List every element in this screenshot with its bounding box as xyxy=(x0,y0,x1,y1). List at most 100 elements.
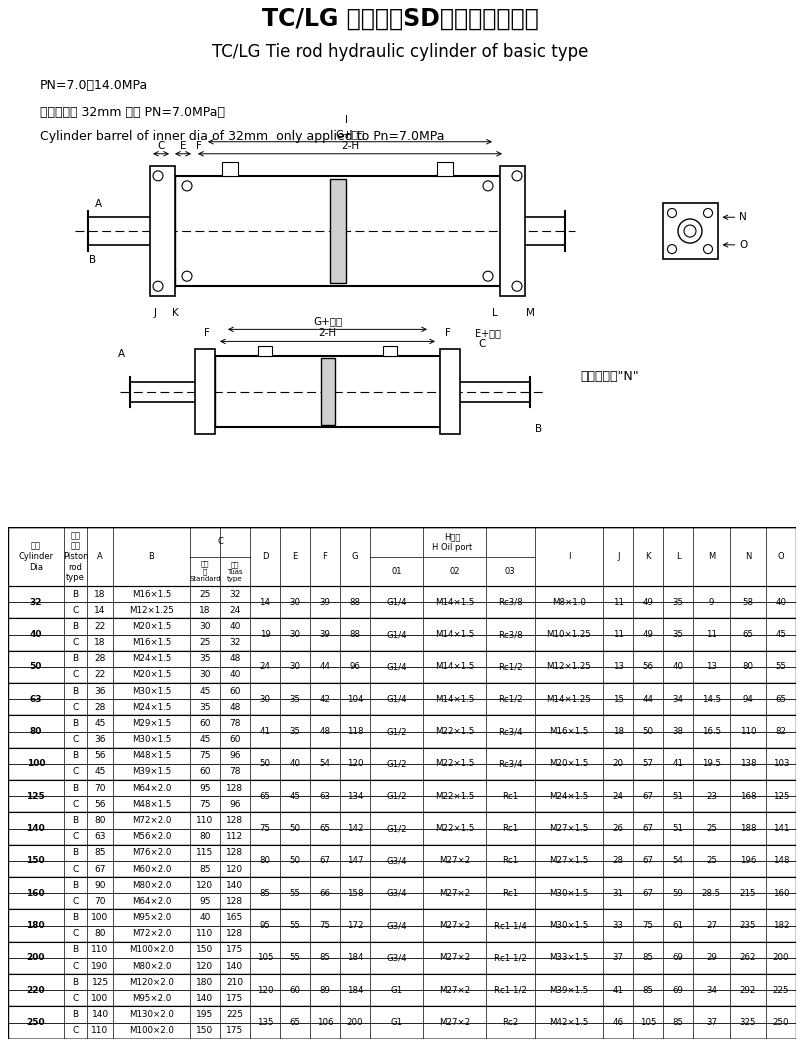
Text: 27: 27 xyxy=(706,921,717,930)
Text: 128: 128 xyxy=(226,816,243,825)
Text: 150: 150 xyxy=(26,856,45,865)
Text: 75: 75 xyxy=(319,921,330,930)
Text: B: B xyxy=(72,719,78,728)
Text: 15: 15 xyxy=(613,694,624,704)
Text: C: C xyxy=(72,703,78,712)
Text: M24×1.5: M24×1.5 xyxy=(550,791,589,801)
Text: 35: 35 xyxy=(673,598,684,607)
Text: C: C xyxy=(72,832,78,841)
Text: 61: 61 xyxy=(673,921,684,930)
Text: M48×1.5: M48×1.5 xyxy=(132,800,171,809)
Text: F: F xyxy=(322,552,327,561)
Text: N: N xyxy=(739,212,747,222)
Text: 67: 67 xyxy=(642,888,654,898)
Text: 16.5: 16.5 xyxy=(702,727,721,736)
Text: 28: 28 xyxy=(94,703,106,712)
Text: M14×1.5: M14×1.5 xyxy=(434,598,474,607)
Text: M30×1.5: M30×1.5 xyxy=(550,888,589,898)
Text: B: B xyxy=(72,784,78,792)
Text: 78: 78 xyxy=(230,767,241,777)
Text: 172: 172 xyxy=(346,921,363,930)
Text: 41: 41 xyxy=(259,727,270,736)
Text: 30: 30 xyxy=(199,622,210,631)
Text: M20×1.5: M20×1.5 xyxy=(550,759,589,768)
Text: 165: 165 xyxy=(226,914,244,922)
Text: 13: 13 xyxy=(613,662,624,671)
Text: 48: 48 xyxy=(230,703,241,712)
Text: 89: 89 xyxy=(319,986,330,995)
Text: 29: 29 xyxy=(706,953,717,963)
Text: 25: 25 xyxy=(706,856,717,865)
Text: 67: 67 xyxy=(642,824,654,833)
Text: C: C xyxy=(72,864,78,874)
Text: 225: 225 xyxy=(773,986,790,995)
Text: 138: 138 xyxy=(739,759,756,768)
Text: 80: 80 xyxy=(94,929,106,939)
Text: Rc1 1/2: Rc1 1/2 xyxy=(494,986,526,995)
Circle shape xyxy=(512,281,522,291)
Text: M80×2.0: M80×2.0 xyxy=(132,881,171,889)
Text: Rc2: Rc2 xyxy=(502,1018,518,1027)
Text: 150: 150 xyxy=(196,1026,214,1036)
Text: 82: 82 xyxy=(775,727,786,736)
Text: 40: 40 xyxy=(199,914,210,922)
Text: 63: 63 xyxy=(94,832,106,841)
Text: M24×1.5: M24×1.5 xyxy=(132,655,171,663)
Bar xyxy=(258,347,272,356)
Text: 30: 30 xyxy=(259,694,270,704)
Text: 195: 195 xyxy=(196,1010,214,1019)
Text: 128: 128 xyxy=(226,929,243,939)
Text: 95: 95 xyxy=(199,897,210,906)
Text: 262: 262 xyxy=(739,953,756,963)
Text: G1/4: G1/4 xyxy=(386,631,407,639)
Text: I: I xyxy=(568,552,570,561)
Text: 14: 14 xyxy=(94,606,106,615)
Text: B: B xyxy=(72,590,78,598)
Text: 活塞
杆型
Piston
rod
type: 活塞 杆型 Piston rod type xyxy=(62,531,88,582)
Text: 60: 60 xyxy=(230,687,241,695)
Text: B: B xyxy=(90,255,97,265)
Text: 292: 292 xyxy=(740,986,756,995)
Text: 48: 48 xyxy=(230,655,241,663)
Text: 18: 18 xyxy=(199,606,210,615)
Text: C: C xyxy=(158,141,165,150)
Text: Rc1/2: Rc1/2 xyxy=(498,662,522,671)
Text: 168: 168 xyxy=(739,791,756,801)
Text: B: B xyxy=(72,977,78,987)
Text: 22: 22 xyxy=(94,670,106,680)
Text: M80×2.0: M80×2.0 xyxy=(132,962,171,971)
Text: 55: 55 xyxy=(290,921,301,930)
Text: 65: 65 xyxy=(742,631,754,639)
Text: E+行程: E+行程 xyxy=(475,329,501,338)
Text: M30×1.5: M30×1.5 xyxy=(132,687,171,695)
Text: 215: 215 xyxy=(739,888,756,898)
Circle shape xyxy=(182,271,192,281)
Text: L: L xyxy=(676,552,681,561)
Text: M27×1.5: M27×1.5 xyxy=(550,824,589,833)
Text: 180: 180 xyxy=(196,977,214,987)
Bar xyxy=(330,179,346,283)
Text: 175: 175 xyxy=(226,946,244,954)
Text: B: B xyxy=(149,552,154,561)
Text: 39: 39 xyxy=(319,631,330,639)
Text: 80: 80 xyxy=(94,816,106,825)
Text: I: I xyxy=(345,115,348,124)
Text: 120: 120 xyxy=(197,881,214,889)
Text: 32: 32 xyxy=(230,638,241,647)
Text: 双活塞杆型"N": 双活塞杆型"N" xyxy=(580,370,638,383)
Text: 03: 03 xyxy=(505,567,515,576)
Text: 85: 85 xyxy=(642,986,654,995)
Text: C: C xyxy=(72,767,78,777)
Text: 34: 34 xyxy=(673,694,684,704)
Text: 48: 48 xyxy=(319,727,330,736)
Text: M95×2.0: M95×2.0 xyxy=(132,914,171,922)
Text: 184: 184 xyxy=(346,953,363,963)
Text: 45: 45 xyxy=(199,687,210,695)
Text: 24: 24 xyxy=(230,606,241,615)
Text: 56: 56 xyxy=(94,800,106,809)
Text: M10×1.25: M10×1.25 xyxy=(546,631,591,639)
Text: Rc1: Rc1 xyxy=(502,824,518,833)
Text: 196: 196 xyxy=(740,856,756,865)
Text: 28: 28 xyxy=(94,655,106,663)
Text: 65: 65 xyxy=(290,1018,301,1027)
